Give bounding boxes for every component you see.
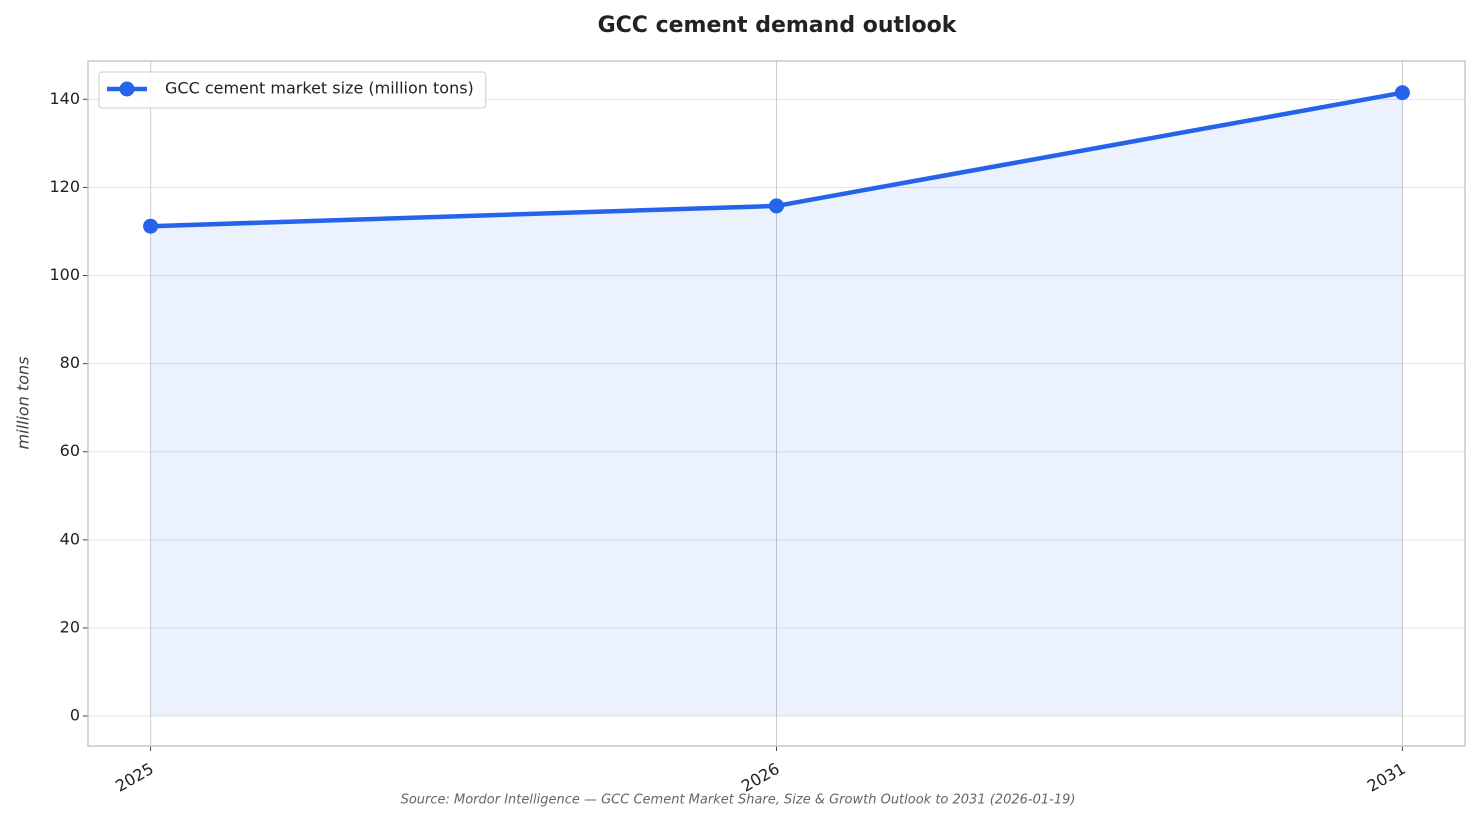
y-tick-label: 140 [49, 89, 80, 108]
legend-box [98, 71, 487, 109]
legend-label: GCC cement market size (million tons) [165, 79, 474, 98]
x-tick-label: 2031 [1364, 759, 1409, 796]
y-tick-label: 40 [60, 529, 80, 548]
x-tick-label: 2025 [112, 759, 157, 796]
point [769, 198, 784, 214]
y-tick-label: 100 [49, 265, 80, 284]
y-tick-label: 120 [49, 177, 80, 196]
y-axis-label: million tons [14, 357, 33, 450]
y-tick-label: 60 [60, 441, 80, 460]
point [143, 218, 159, 234]
area [150, 92, 1403, 717]
x-tick-label: 2026 [738, 759, 783, 796]
y-tick-label: 0 [70, 706, 80, 725]
point [1394, 85, 1410, 101]
plot-frame [87, 60, 1466, 747]
legend: GCC cement market size (million tons) [98, 71, 487, 109]
source-note: Source: Mordor Intelligence — GCC Cement… [401, 793, 1076, 808]
y-tick-label: 20 [60, 617, 80, 636]
y-tick-label: 80 [60, 353, 80, 372]
chart-title: GCC cement demand outlook [598, 13, 958, 38]
legend-marker [119, 81, 135, 97]
